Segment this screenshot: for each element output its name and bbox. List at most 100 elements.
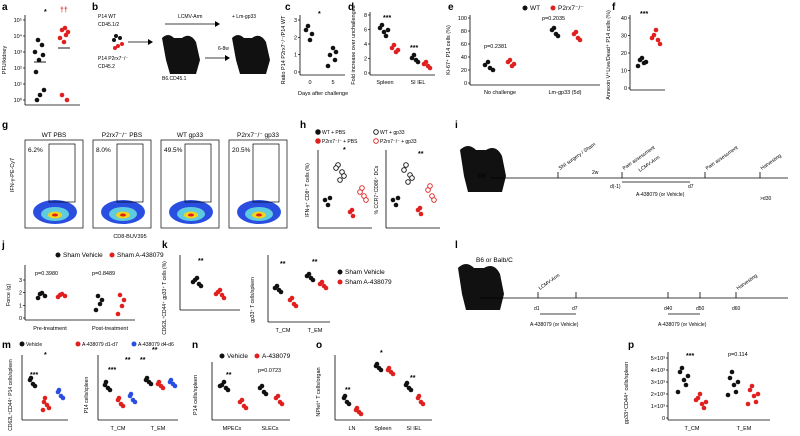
panel-k-tem-v-2 [306, 271, 312, 277]
panel-label-o: o [316, 340, 322, 351]
panel-h-sig-1: ** [418, 151, 424, 158]
panel-a-wt-3 [36, 57, 42, 63]
panel-p-ylabel: gp33⁺CD44⁺ cells/spleen [623, 362, 630, 424]
panel-o-sp-a-2 [386, 365, 392, 371]
panel-e-ylabel: Ki-67⁺ P14 cells (%) [445, 25, 452, 75]
panel-k-legend-0: Sham Vehicle [345, 269, 385, 276]
panel-l-day-1: d7 [572, 306, 578, 312]
panel-n-xtick-0: MPECs [223, 426, 242, 432]
panel-m-sig-0: * [44, 352, 47, 359]
panel-e-no-wt-3 [490, 67, 496, 73]
panel-label-p: p [628, 340, 634, 351]
panel-o-sp-v-2 [374, 361, 380, 367]
panel-b-time: 6-8w [218, 46, 229, 52]
panel-g-gate-0 [48, 143, 76, 203]
panel-k-tcm-a-2 [289, 295, 295, 301]
panel-k-xtick-1: T_EM [308, 328, 323, 334]
panel-o-ln-a-3 [358, 411, 364, 417]
panel-a-wt-2 [39, 42, 45, 48]
panel-c-xtick-0: 0 [308, 80, 311, 86]
panel-n: Vehicle A-438079 P14 cells/spleen ** p=0… [193, 353, 291, 432]
panel-p-tcm-v-3 [683, 382, 689, 388]
panel-p-p: p=0.114 [728, 352, 748, 358]
panel-m-sig-1: *** [30, 372, 38, 379]
panel-i-step-1: 2w [592, 170, 599, 176]
panel-h2-wtpbs-2 [395, 195, 401, 201]
panel-p-tem-v-5 [735, 379, 741, 385]
panel-d-iel-wt-2 [411, 52, 417, 58]
panel-p-tcm-v-2 [679, 365, 685, 371]
panel-j-pre-v-3 [35, 295, 41, 301]
panel-j-post-a-3 [115, 311, 121, 317]
panel-j-p2: p=0.8489 [92, 271, 115, 277]
panel-k-xtick-0: T_CM [276, 328, 291, 334]
panel-h1-kogp-2 [359, 185, 365, 191]
panel-k-sig-1: ** [280, 261, 286, 268]
panel-d-sig-0: *** [383, 15, 391, 22]
panel-h2-wtgp-2 [405, 179, 411, 185]
panel-a-ko-7 [62, 25, 68, 31]
panel-c-d5-2 [330, 45, 336, 51]
panel-j-pre-a-3 [55, 294, 61, 300]
panel-p-tcm-v-5 [685, 373, 691, 379]
panel-p-ytick-5: 0 [662, 416, 665, 422]
panel-m-tcm-a1-2 [116, 395, 122, 401]
panel-e-ytick-0: 100 [458, 16, 467, 22]
panel-a-wt-0 [35, 37, 41, 43]
panel-c-sig: * [318, 11, 321, 18]
panel-p-tem-v-3 [733, 389, 739, 395]
panel-a-ko-4 [61, 39, 67, 45]
panel-h1-wtpbs-2 [327, 195, 333, 201]
panel-h1-kopbs-1 [350, 213, 356, 219]
panel-label-b: b [92, 2, 98, 13]
panel-o-ln-v-3 [346, 401, 352, 407]
panel-m-tem-v-3 [148, 381, 154, 387]
panel-e-no-wt-0 [482, 62, 488, 68]
panel-m-sig-4: ** [152, 347, 158, 354]
panel-j-post-v-0 [95, 293, 101, 299]
panel-l-step-0: LCMV-Arm [538, 273, 561, 292]
panel-e-no-ko-2 [507, 57, 513, 63]
panel-h-legend-marker-1 [373, 129, 379, 135]
panel-p-tcm-v-1 [681, 377, 687, 383]
panel-k-tem-a-2 [319, 279, 325, 285]
panel-d-ytick-3: 2 [364, 57, 367, 63]
panel-j-ylabel: Force (g) [6, 284, 12, 306]
panel-o-ylabel: NPlet⁺ T cells/organ [315, 367, 322, 416]
panel-h1-wtpbs-1 [325, 202, 331, 208]
panel-b-wt: P14 WT [98, 14, 116, 20]
panel-a-sig2: †† [60, 7, 68, 14]
panel-m-l-a1-0 [41, 399, 47, 405]
panel-b-wt-allele: CD45.1/2 [98, 22, 119, 28]
panel-f-wt-4 [643, 59, 649, 65]
panel-e-legend-0: WT [530, 5, 540, 12]
panel-m-l-a2-3 [60, 395, 66, 401]
panel-h-legend-2: P2rx7⁻/⁻ + PBS [322, 139, 358, 145]
panel-d-ytick-1: 6 [364, 28, 367, 34]
panel-o-sp-v-3 [378, 367, 384, 373]
panel-b-challenge: + Lm-gp33 [232, 14, 256, 20]
panel-o-iel-a-2 [416, 393, 422, 399]
panel-a-ko-2 [57, 35, 63, 41]
panel-l-day-3: d50 [696, 306, 705, 312]
panel-m-sig-5: ** [140, 357, 146, 364]
panel-i-day-0: d(-1) [610, 184, 621, 190]
panel-a-ytick-4: 10¹ [14, 82, 22, 88]
panel-g-blob-peak-1 [120, 213, 126, 217]
panel-m-l-a1-2 [42, 395, 48, 401]
panel-a-ytick-3: 10² [14, 66, 22, 72]
panel-p-tcm-a-4 [693, 397, 699, 403]
panel-n-mpec-v-2 [221, 379, 227, 385]
panel-k-tcm-v-3 [278, 289, 284, 295]
panel-e-p1: p=0.2381 [484, 44, 507, 50]
panel-a-wt-1 [32, 49, 38, 55]
panel-m-legend-0: Vehicle [26, 342, 42, 348]
panel-d-xtick-1: SI IEL [411, 80, 426, 86]
panel-g-xlabel: CD8-BUV395 [113, 234, 146, 240]
panel-e-ytick-2: 60 [461, 42, 467, 48]
panel-d-iel-ko-3 [427, 65, 433, 71]
panel-m-tem-a2-3 [172, 383, 178, 389]
panel-m-tcm-v-2 [103, 379, 109, 385]
panel-d-spleen-wt-4 [383, 33, 389, 39]
